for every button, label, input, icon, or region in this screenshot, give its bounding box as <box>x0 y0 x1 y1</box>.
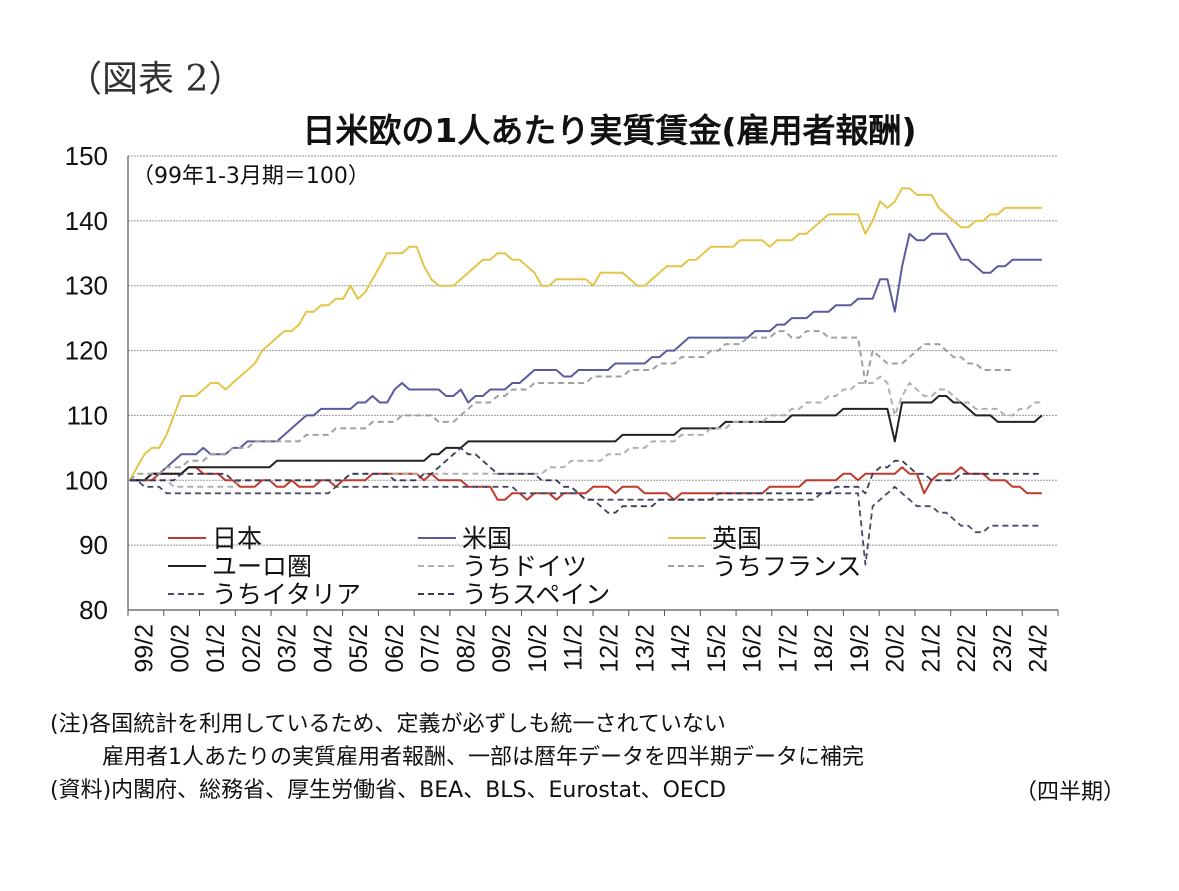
x-tick-label: 06/2 <box>381 624 409 673</box>
y-tick-label: 100 <box>65 465 108 495</box>
y-tick-label: 150 <box>65 141 108 171</box>
x-tick-label: 24/2 <box>1025 624 1053 673</box>
y-tick-label: 90 <box>79 530 108 560</box>
x-tick-label: 08/2 <box>452 624 480 673</box>
y-tick-label: 110 <box>67 400 108 430</box>
series-line <box>129 375 1042 488</box>
x-tick-label: 20/2 <box>882 624 910 673</box>
note-sources: (資料)内閣府、総務省、厚生労働省、BEA、BLS、Eurostat、OECD <box>50 778 727 803</box>
notes: (注)各国統計を利用しているため、定義が必ずしも統一されていない 雇用者1人あた… <box>50 708 864 807</box>
note-method: 雇用者1人あたりの実質雇用者報酬、一部は暦年データを四半期データに補完 <box>102 745 864 770</box>
x-tick-label: 16/2 <box>739 624 767 673</box>
x-tick-label: 01/2 <box>202 624 230 673</box>
legend-label: うちフランス <box>712 552 862 581</box>
y-tick-label: 130 <box>65 271 108 301</box>
note-definition: (注)各国統計を利用しているため、定義が必ずしも統一されていない <box>50 712 726 737</box>
legend-label: 米国 <box>462 524 512 553</box>
x-tick-label: 99/2 <box>130 624 158 673</box>
legend-label: うちイタリア <box>212 580 361 609</box>
legend-label: うちドイツ <box>462 552 587 581</box>
y-tick-label: 120 <box>65 336 108 366</box>
x-tick-label: 09/2 <box>488 624 516 673</box>
series-line <box>129 330 1013 482</box>
x-tick-label: 07/2 <box>417 624 445 673</box>
base-period-annotation: （99年1-3月期＝100） <box>132 164 370 189</box>
x-tick-label: 23/2 <box>989 624 1017 673</box>
x-tick-label: 12/2 <box>595 624 623 673</box>
series-line <box>129 446 1042 514</box>
figure-label: （図表 2） <box>66 59 245 100</box>
x-tick-label: 00/2 <box>166 624 194 673</box>
x-tick-label: 18/2 <box>810 624 838 673</box>
frequency-label: （四半期） <box>1015 780 1126 805</box>
x-tick-label: 04/2 <box>309 624 337 673</box>
x-tick-label: 05/2 <box>345 624 373 673</box>
y-tick-label: 80 <box>79 595 108 625</box>
x-tick-label: 19/2 <box>846 624 874 673</box>
x-tick-label: 02/2 <box>238 624 266 673</box>
x-tick-label: 21/2 <box>917 624 945 673</box>
series-line <box>129 232 1042 482</box>
x-tick-label: 15/2 <box>703 624 731 673</box>
legend-label: うちスペイン <box>462 580 610 609</box>
series-line <box>128 187 1042 481</box>
x-tick-label: 11/2 <box>560 624 588 671</box>
series-line <box>129 466 1042 501</box>
x-tick-label: 10/2 <box>524 624 552 673</box>
x-tick-label: 13/2 <box>631 624 659 673</box>
x-tick-label: 03/2 <box>274 624 302 673</box>
legend-label: 日本 <box>212 524 262 553</box>
series-line <box>129 395 1043 482</box>
legend-label: 英国 <box>712 524 762 553</box>
x-tick-label: 22/2 <box>953 624 981 673</box>
chart-title: 日米欧の1人あたり実質賃金(雇用者報酬) <box>302 111 917 150</box>
y-tick-label: 140 <box>65 206 108 236</box>
x-tick-label: 14/2 <box>667 624 695 673</box>
x-tick-label: 17/2 <box>774 624 802 673</box>
legend-label: ユーロ圏 <box>212 552 312 581</box>
